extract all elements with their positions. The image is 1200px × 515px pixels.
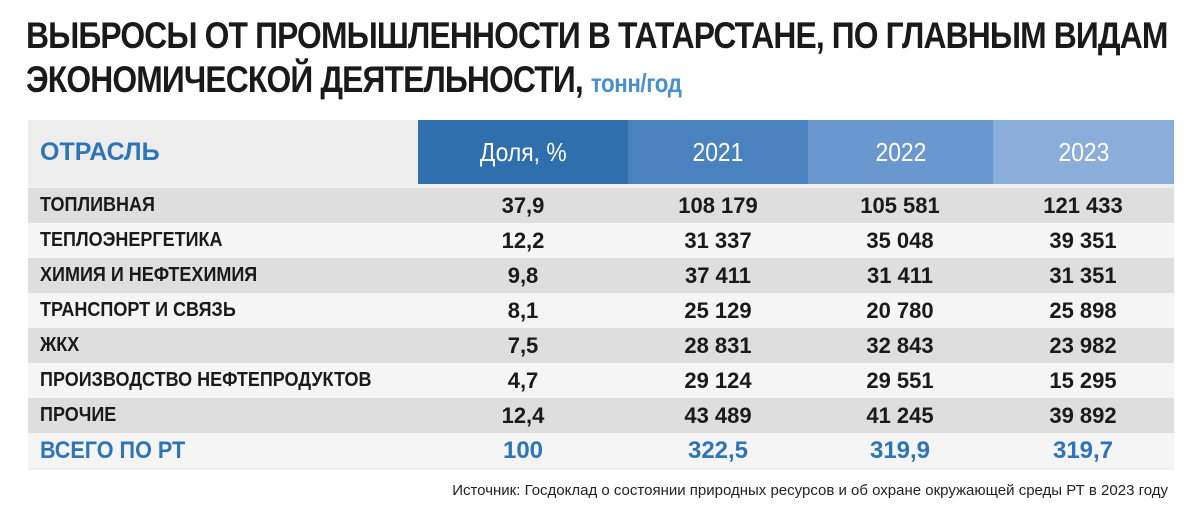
header-sector: ОТРАСЛЬ	[40, 138, 160, 166]
header-2023-cell: 2023	[993, 120, 1174, 184]
cell-y2021: 29 124	[684, 367, 752, 393]
cell-y2022: 35 048	[866, 227, 934, 253]
header-share-cell: Доля, %	[418, 120, 628, 184]
sector-name: ЖКХ	[40, 328, 84, 363]
cell-y2022: 41 245	[866, 402, 934, 428]
cell-y2023: 39 892	[1049, 402, 1117, 428]
header-2022: 2022	[875, 136, 926, 167]
cell-share: 9,8	[507, 262, 539, 288]
cell-y2023: 31 351	[1049, 262, 1117, 288]
cell-y2022: 31 411	[866, 262, 934, 288]
table-row: ПРОИЗВОДСТВО НЕФТЕПРОДУКТОВ 4,7 29 124 29 5…	[28, 363, 1174, 398]
header-2022-cell: 2022	[808, 120, 993, 184]
cell-share: 12,2	[501, 227, 545, 253]
cell-share: 7,5	[507, 332, 539, 358]
chart-title-line1: ВЫБРОСЫ ОТ ПРОМЫШЛЕННОСТИ В ТАТАРСТАНЕ, …	[26, 15, 1168, 56]
cell-y2021: 37 411	[684, 262, 752, 288]
cell-y2023: 25 898	[1049, 297, 1117, 323]
emissions-table: ОТРАСЛЬ Доля, % 2021 2022 2023 ТОПЛИВНАЯ…	[28, 120, 1174, 470]
sector-name-text: ПРОЧИЕ	[40, 404, 117, 426]
cell-y2023: 121 433	[1043, 192, 1123, 218]
cell-y2022: 20 780	[866, 297, 934, 323]
cell-y2023: 23 982	[1049, 332, 1117, 358]
chart-unit: тонн/год	[590, 68, 682, 98]
chart-title: ВЫБРОСЫ ОТ ПРОМЫШЛЕННОСТИ В ТАТАРСТАНЕ, …	[26, 14, 1168, 105]
sector-name-text: ТОПЛИВНАЯ	[40, 194, 155, 216]
cell-y2023: 15 295	[1049, 367, 1117, 393]
sector-name-text: ЖКХ	[40, 334, 80, 356]
cell-share: 100	[502, 436, 544, 464]
table-row: ПРОЧИЕ 12,4 43 489 41 245 39 892	[28, 398, 1174, 433]
cell-y2021: 25 129	[684, 297, 752, 323]
cell-share: 4,7	[507, 367, 539, 393]
sector-name-text: ТРАНСПОРТ И СВЯЗЬ	[40, 299, 236, 321]
chart-title-line2-text: ЭКОНОМИЧЕСКОЙ ДЕЯТЕЛЬНОСТИ,	[26, 59, 584, 100]
table-row: ХИМИЯ И НЕФТЕХИМИЯ 9,8 37 411 31 411 31 351	[28, 258, 1174, 293]
table-row: ТЕПЛОЭНЕРГЕТИКА 12,2 31 337 35 048 39 351	[28, 223, 1174, 258]
sector-name-text: ХИМИЯ И НЕФТЕХИМИЯ	[40, 264, 258, 286]
cell-y2022: 29 551	[866, 367, 934, 393]
cell-share: 37,9	[501, 192, 545, 218]
cell-y2022: 105 581	[860, 192, 940, 218]
sector-name: ТОПЛИВНАЯ	[40, 188, 168, 223]
cell-y2022: 319,9	[869, 436, 931, 464]
sector-name: ПРОИЗВОДСТВО НЕФТЕПРОДУКТОВ	[40, 363, 408, 398]
sector-name-text: ПРОИЗВОДСТВО НЕФТЕПРОДУКТОВ	[40, 369, 372, 391]
header-2021-cell: 2021	[628, 120, 808, 184]
cell-y2023: 39 351	[1049, 227, 1117, 253]
header-2023: 2023	[1058, 136, 1109, 167]
cell-y2021: 43 489	[684, 402, 752, 428]
sector-name: ТЕПЛОЭНЕРГЕТИКА	[40, 223, 243, 258]
table-row: ТРАНСПОРТ И СВЯЗЬ 8,1 25 129 20 780 25 898	[28, 293, 1174, 328]
cell-y2021: 31 337	[684, 227, 752, 253]
cell-y2023: 319,7	[1052, 436, 1114, 464]
chart-title-line2: ЭКОНОМИЧЕСКОЙ ДЕЯТЕЛЬНОСТИ, тонн/год	[26, 58, 1024, 105]
sector-name: ВСЕГО ПО РТ	[40, 433, 201, 468]
source-note: Источник: Госдоклад о состоянии природны…	[452, 482, 1168, 499]
sector-name-text: ВСЕГО ПО РТ	[40, 436, 186, 464]
sector-name-text: ТЕПЛОЭНЕРГЕТИКА	[40, 229, 223, 251]
sector-name: ХИМИЯ И НЕФТЕХИМИЯ	[40, 258, 281, 293]
header-share: Доля, %	[479, 136, 567, 167]
cell-share: 8,1	[507, 297, 539, 323]
cell-y2021: 108 179	[678, 192, 758, 218]
cell-y2022: 32 843	[866, 332, 934, 358]
table-row: ТОПЛИВНАЯ 37,9 108 179 105 581 121 433	[28, 188, 1174, 223]
table-row: ЖКХ 7,5 28 831 32 843 23 982	[28, 328, 1174, 363]
header-2021: 2021	[692, 136, 744, 167]
sector-name: ПРОЧИЕ	[40, 398, 125, 433]
total-row: ВСЕГО ПО РТ 100 322,5 319,9 319,7	[28, 433, 1174, 468]
sector-name: ТРАНСПОРТ И СВЯЗЬ	[40, 293, 258, 328]
cell-y2021: 28 831	[684, 332, 752, 358]
cell-share: 12,4	[501, 402, 545, 428]
header-sector-cell: ОТРАСЛЬ	[28, 120, 418, 184]
cell-y2021: 322,5	[687, 436, 749, 464]
